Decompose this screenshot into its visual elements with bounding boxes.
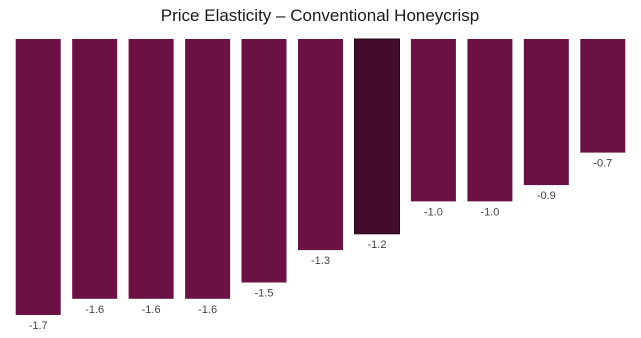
data-label-4: -1.6 — [198, 304, 217, 316]
data-label-1: -1.7 — [29, 320, 48, 332]
data-label-9: -1.0 — [480, 206, 499, 218]
data-label-3: -1.6 — [142, 304, 161, 316]
bar-9 — [467, 39, 513, 202]
bar-5 — [241, 39, 287, 283]
data-label-8: -1.0 — [424, 206, 443, 218]
bar-10 — [523, 39, 569, 186]
data-label-6: -1.3 — [311, 255, 330, 267]
bar-7 — [354, 38, 400, 235]
data-label-5: -1.5 — [255, 288, 274, 300]
data-label-7: -1.2 — [368, 239, 387, 251]
chart-title: Price Elasticity – Conventional Honeycri… — [161, 6, 479, 25]
data-label-2: -1.6 — [85, 304, 104, 316]
bars-group — [15, 38, 626, 315]
bar-3 — [128, 39, 174, 299]
data-label-10: -0.9 — [537, 190, 556, 202]
bar-4 — [185, 39, 231, 299]
bar-6 — [298, 39, 343, 251]
bar-11 — [580, 39, 626, 153]
data-label-11: -0.7 — [593, 158, 612, 170]
bar-1 — [15, 39, 61, 315]
data-labels-group: -1.7 -1.6 -1.6 -1.6 -1.5 -1.3 -1.2 -1.0 -1.0 -0.9… — [29, 158, 613, 332]
bar-2 — [72, 39, 118, 299]
bar-8 — [410, 39, 456, 202]
